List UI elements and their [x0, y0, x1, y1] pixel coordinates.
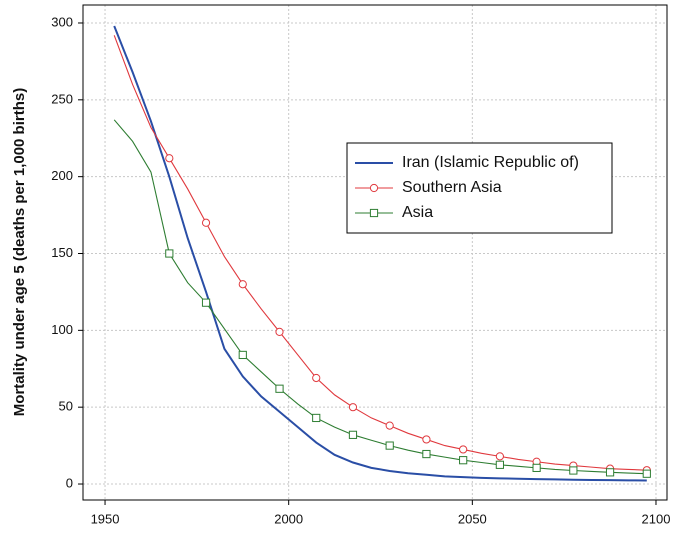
marker	[369, 183, 379, 193]
x-tick-label: 2100	[642, 511, 671, 526]
marker	[312, 373, 321, 383]
marker	[348, 403, 358, 412]
legend-label: Iran (Islamic Republic of)	[402, 154, 579, 171]
legend-label: Southern Asia	[402, 179, 502, 196]
y-axis-label: Mortality under age 5 (deaths per 1,000 …	[11, 88, 28, 416]
plot-frame	[82, 4, 668, 501]
legend: Iran (Islamic Republic of) Southern Asia A…	[346, 142, 613, 234]
marker	[422, 449, 431, 459]
marker	[495, 452, 504, 461]
legend-label: Asia	[402, 204, 433, 221]
x-tick-label: 2050	[458, 511, 487, 526]
marker	[605, 468, 615, 477]
marker	[165, 154, 174, 163]
marker	[495, 460, 504, 469]
marker	[165, 249, 174, 258]
marker	[312, 413, 321, 423]
marker	[275, 327, 284, 336]
marker	[459, 445, 468, 454]
line-1	[113, 35, 647, 471]
y-tick-label: 50	[59, 399, 73, 414]
marker	[385, 441, 394, 450]
marker	[348, 430, 358, 439]
y-tick-label: 250	[51, 91, 73, 106]
y-tick-label: 200	[51, 168, 73, 183]
y-tick-label: 100	[51, 322, 73, 337]
y-tick-label: 0	[66, 475, 73, 490]
marker	[238, 350, 247, 360]
marker	[238, 280, 247, 289]
x-tick-label: 2000	[274, 511, 303, 526]
marker	[201, 218, 211, 227]
y-tick-label: 300	[51, 14, 73, 29]
x-tick-label: 1950	[91, 511, 120, 526]
marker	[459, 456, 468, 465]
line-0	[113, 25, 647, 482]
marker	[201, 298, 211, 307]
marker	[532, 463, 541, 472]
y-tick-label: 150	[51, 245, 73, 260]
marker	[569, 466, 578, 475]
marker	[369, 208, 379, 218]
marker	[422, 435, 431, 444]
marker	[275, 384, 284, 393]
marker	[642, 469, 651, 478]
marker	[385, 421, 394, 430]
